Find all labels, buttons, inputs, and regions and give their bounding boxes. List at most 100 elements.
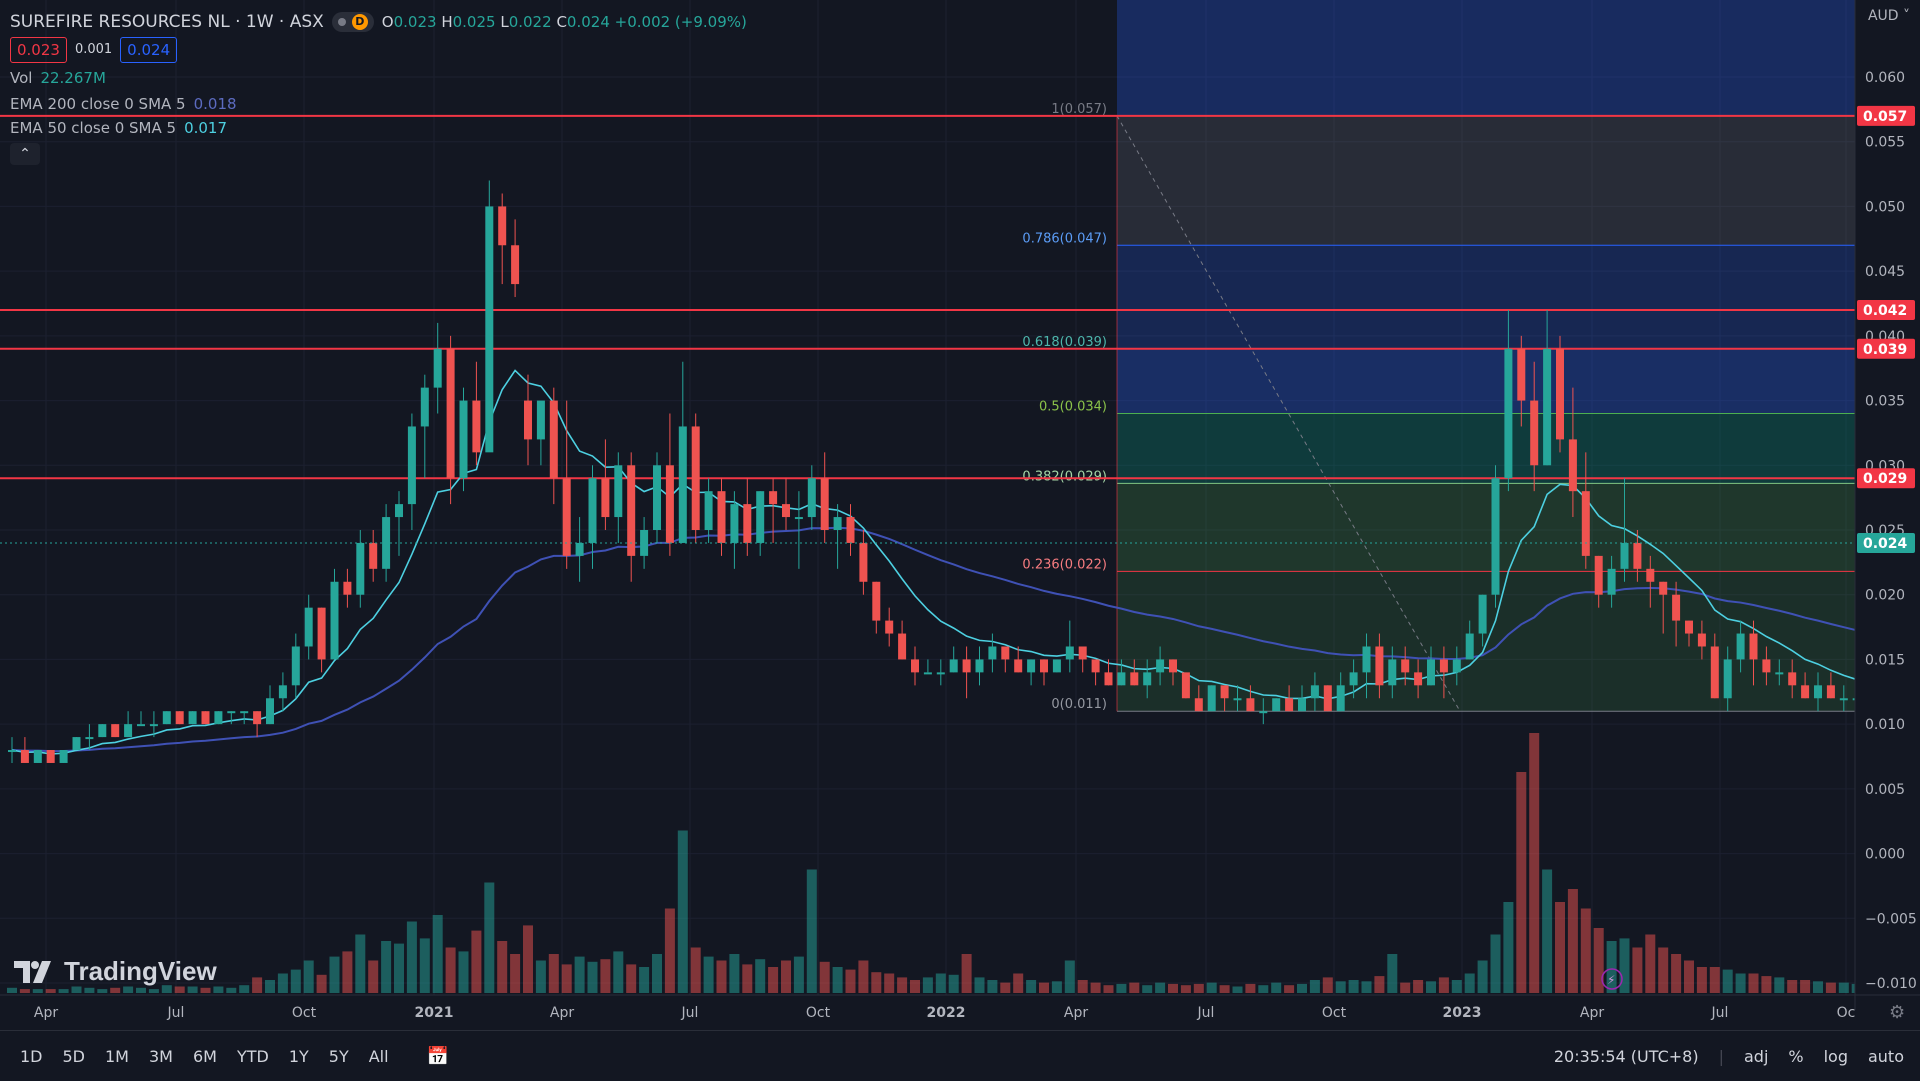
ema200-legend-row[interactable]: EMA 200 close 0 SMA 5 0.018 (10, 92, 747, 116)
buy-price-button[interactable]: 0.024 (120, 37, 178, 63)
range-button-all[interactable]: All (368, 1046, 389, 1066)
range-button-1m[interactable]: 1M (105, 1046, 129, 1066)
fib-level-label: 0.382(0.029) (1022, 469, 1107, 484)
volume-bar (1374, 976, 1385, 993)
ema50-legend-row[interactable]: EMA 50 close 0 SMA 5 0.017 (10, 116, 747, 140)
candle-body (1194, 698, 1203, 712)
close-value: 0.024 (566, 13, 610, 31)
range-button-ytd[interactable]: YTD (236, 1046, 269, 1066)
ema200-line (11, 526, 1920, 753)
time-tick-label: Apr (1580, 1005, 1604, 1021)
volume-bar (1232, 986, 1243, 993)
fib-level-label: 0(0.011) (1051, 697, 1107, 712)
level-price-tag-bg (1857, 105, 1915, 126)
level-price-tag-label: 0.039 (1863, 342, 1907, 358)
candle-body (988, 646, 997, 660)
volume-bar (1387, 954, 1398, 993)
candle-body (511, 245, 520, 285)
volume-bar (781, 960, 791, 993)
volume-bar (45, 989, 56, 993)
volume-bar (832, 967, 843, 993)
candle-body (1143, 672, 1152, 686)
range-button-5d[interactable]: 5D (62, 1046, 86, 1066)
volume-bar (200, 987, 211, 993)
volume-bar (1490, 934, 1501, 993)
volume-bar (1503, 902, 1514, 993)
date-range-buttons: 1D 5D 1M 3M 6M YTD 1Y 5Y All (0, 1047, 399, 1066)
candle-body (562, 478, 571, 556)
candle-body (356, 542, 365, 595)
volume-bar (1400, 982, 1411, 993)
symbol-title[interactable]: SUREFIRE RESOURCES NL · 1W · ASX (10, 12, 324, 32)
chart-canvas[interactable]: 1(0.057) 0.786(0.047) 0.618(0.039) 0.5(0.03… (0, 0, 1920, 1030)
go-to-date-icon[interactable]: 📅 (426, 1045, 449, 1067)
volume-bar (290, 969, 301, 993)
range-button-6m[interactable]: 6M (192, 1046, 217, 1066)
lightning-icon-glyph: ⚡ (1607, 973, 1615, 987)
auto-toggle[interactable]: auto (1867, 1046, 1904, 1066)
adj-toggle[interactable]: adj (1743, 1046, 1769, 1066)
volume-bar (587, 961, 598, 993)
candle-body (1620, 542, 1629, 569)
volume-bar (355, 934, 366, 993)
volume-bar (1335, 981, 1346, 993)
log-toggle[interactable]: log (1823, 1046, 1848, 1066)
candle-body (1439, 659, 1448, 673)
range-button-5y[interactable]: 5Y (328, 1046, 349, 1066)
volume-bar (664, 908, 675, 993)
volume-bar (1026, 980, 1037, 993)
range-button-1d[interactable]: 1D (20, 1046, 43, 1066)
fibonacci-retracement[interactable]: 1(0.057) 0.786(0.047) 0.618(0.039) 0.5(0.03… (1022, 0, 1855, 712)
volume-bar (1077, 980, 1088, 993)
volume-bar (639, 967, 650, 993)
candle-body (1814, 685, 1822, 699)
settings-gear-icon[interactable]: ⚙ (1889, 1002, 1905, 1023)
range-button-3m[interactable]: 3M (148, 1046, 173, 1066)
candle-body (330, 581, 339, 660)
ema50-label: EMA 50 close 0 SMA 5 (10, 119, 177, 137)
volume-bar (458, 951, 469, 993)
level-price-tag-bg (1857, 468, 1915, 489)
sell-price-button[interactable]: 0.023 (10, 37, 67, 63)
market-status-pill[interactable]: D (331, 12, 374, 32)
candle-body (1568, 439, 1577, 492)
volume-bar (1619, 938, 1630, 993)
candle-body (1749, 633, 1758, 660)
time-axis[interactable]: Apr Jul Oct 2021 Apr Jul Oct 2022 Apr Jul Oct 2023 A… (0, 968, 1920, 1023)
volume-bar (1684, 960, 1694, 993)
candle-body (1001, 646, 1010, 660)
volume-bar (548, 954, 559, 993)
volume-bar (1516, 772, 1527, 993)
candle-body (1310, 685, 1319, 699)
price-axis[interactable]: 0.0600.0550.0500.0450.0400.0350.0300.025… (0, 0, 1920, 1010)
volume-bar (1696, 967, 1707, 993)
level-price-tag-bg (1857, 338, 1915, 359)
candle-body (1401, 659, 1410, 673)
candle-body (85, 737, 94, 740)
volume-bar (1464, 973, 1475, 993)
price-tick-label: 0.020 (1865, 588, 1905, 604)
volume-bar (1813, 981, 1823, 993)
volume-bar (1593, 928, 1604, 993)
range-button-1y[interactable]: 1Y (288, 1046, 309, 1066)
percent-toggle[interactable]: % (1788, 1046, 1804, 1066)
volume-bar (1567, 889, 1578, 993)
volume-bar (1722, 969, 1733, 993)
time-tick-label: 2022 (927, 1005, 966, 1021)
price-tick-label: 0.015 (1865, 652, 1905, 668)
volume-bar (897, 977, 908, 993)
volume-bar (265, 980, 275, 993)
volume-bar (1284, 985, 1295, 993)
volume-bar (845, 969, 856, 993)
volume-bar (1451, 980, 1462, 993)
volume-bar (342, 951, 353, 993)
candle-body (536, 400, 545, 440)
volume-bar (1645, 934, 1656, 993)
chevron-up-icon[interactable]: ⌃ (10, 143, 40, 165)
candle-body (1710, 646, 1719, 699)
volume-bar (935, 973, 946, 993)
volume-legend-row[interactable]: Vol 22.267M (10, 64, 747, 92)
clock[interactable]: 20:35:54 (UTC+8) (1553, 1046, 1699, 1066)
volume-bar (961, 954, 972, 993)
candle-body (730, 504, 739, 543)
